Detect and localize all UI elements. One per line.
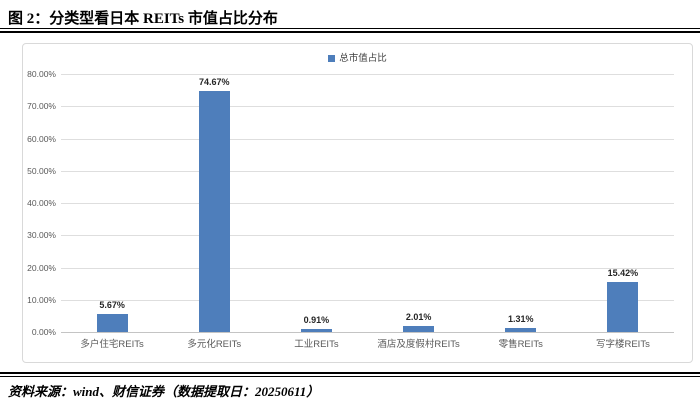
gridline [61, 138, 674, 140]
source-note: 资料来源：wind、财信证券（数据提取日：20250611） [8, 384, 320, 399]
gridline [61, 106, 674, 108]
bar [300, 329, 332, 332]
chart-panel: 总市值占比 0.00% 10.00% 20.00% 30.00% 40.00% 50.00… [22, 43, 693, 363]
y-axis-tick-label: 50.00% [27, 165, 56, 176]
y-axis-tick-label: 20.00% [27, 262, 56, 273]
bar [607, 282, 639, 332]
y-axis-tick-label: 60.00% [27, 133, 56, 144]
gridline [61, 170, 674, 172]
y-axis-tick-label: 30.00% [27, 230, 56, 241]
bar-value-label: 2.01% [405, 311, 432, 322]
legend-swatch-icon [328, 55, 336, 63]
x-axis-category-label: 工业REITs [294, 339, 339, 350]
y-axis-tick-label: 70.00% [27, 101, 56, 112]
bar [198, 91, 230, 332]
bar-value-label: 5.67% [99, 299, 125, 310]
bar-value-label: 74.67% [198, 77, 230, 88]
bar-value-label: 1.31% [507, 313, 534, 324]
y-axis-tick-label: 80.00% [27, 69, 56, 79]
x-axis-category-label: 酒店及度假村REITs [377, 339, 460, 350]
legend-label: 总市值占比 [339, 53, 387, 64]
x-axis-category-label: 多户住宅REITs [80, 339, 144, 350]
gridline [61, 203, 674, 204]
bar-value-label: 15.42% [607, 268, 639, 279]
x-axis-line [61, 332, 674, 333]
gridline [61, 235, 674, 237]
bar [96, 313, 128, 332]
x-axis-category-label: 零售REITs [498, 339, 543, 350]
y-axis-tick-label: 0.00% [31, 327, 56, 337]
gridline [61, 74, 674, 75]
title-divider [0, 28, 700, 33]
chart-legend: 总市值占比 [23, 54, 692, 64]
gridline [61, 299, 674, 301]
footer-divider [0, 372, 700, 377]
plot-area: 0.00% 10.00% 20.00% 30.00% 40.00% 50.00% 60.00… [23, 44, 692, 362]
bar [403, 325, 435, 332]
x-axis-category-label: 多元化REITs [187, 339, 242, 350]
y-axis-tick-label: 40.00% [27, 198, 56, 208]
figure-title: 图 2：分类型看日本 REITs 市值占比分布 [8, 11, 278, 27]
y-axis-tick-label: 10.00% [27, 294, 56, 305]
x-axis-category-label: 写字楼REITs [595, 339, 650, 350]
bar [505, 327, 537, 332]
bar-value-label: 0.91% [303, 315, 330, 326]
gridline [61, 267, 674, 269]
